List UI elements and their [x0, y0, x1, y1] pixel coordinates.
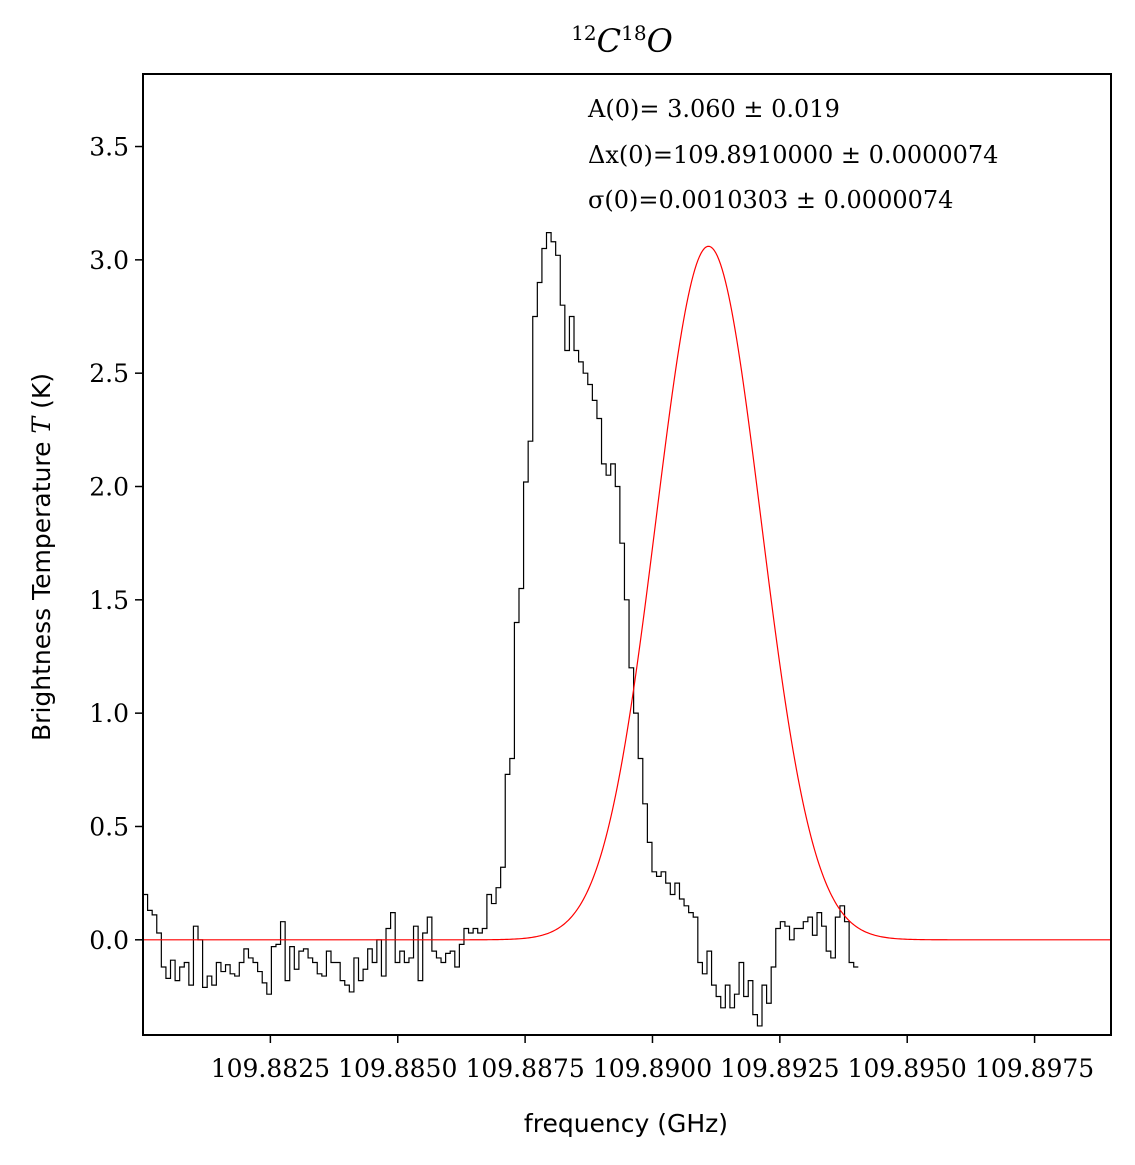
x-tick-label: 109.8850 — [338, 1054, 457, 1083]
x-tick-label: 109.8925 — [720, 1054, 839, 1083]
x-tick-label: 109.8975 — [975, 1054, 1094, 1083]
x-tick-label: 109.8900 — [593, 1054, 712, 1083]
title-isotope-2: 18 — [621, 21, 646, 45]
y-tick-label: 0.5 — [89, 812, 129, 841]
title-element-1: C — [597, 22, 621, 60]
y-tick-label: 2.0 — [89, 473, 129, 502]
y-axis-label-unit: (K) — [27, 373, 56, 417]
axes-frame — [142, 73, 1112, 1036]
gaussian-fit-line — [143, 245, 1111, 941]
y-axis-label: Brightness Temperature T (K) — [27, 373, 56, 741]
title-isotope-1: 12 — [571, 21, 596, 45]
chart-title: 12C18O — [571, 21, 673, 60]
title-element-2: O — [647, 22, 673, 60]
y-tick-label: 1.0 — [89, 699, 129, 728]
y-tick-label: 3.0 — [89, 246, 129, 275]
annotation-sigma: σ(0)=0.0010303 ± 0.0000074 — [588, 186, 953, 214]
annotation-center: Δx(0)=109.8910000 ± 0.0000074 — [588, 141, 998, 169]
x-tick-label: 109.8875 — [465, 1054, 584, 1083]
y-axis-label-text: Brightness Temperature — [27, 434, 56, 741]
y-axis-label-symbol: T — [27, 415, 56, 434]
y-tick-label: 1.5 — [89, 586, 129, 615]
x-tick-label: 109.8825 — [211, 1054, 330, 1083]
axis-ticks: 109.8825 109.8850 109.8875 109.8900 109.8925… — [89, 133, 1094, 1083]
y-tick-label: 3.5 — [89, 133, 129, 162]
plot-area — [142, 73, 1112, 1036]
spectrum-step-line — [143, 232, 859, 1027]
x-axis-label: frequency (GHz) — [524, 1109, 728, 1138]
y-tick-label: 0.0 — [89, 926, 129, 955]
y-tick-label: 2.5 — [89, 359, 129, 388]
annotation-amplitude: A(0)= 3.060 ± 0.019 — [587, 95, 840, 123]
fit-annotations: A(0)= 3.060 ± 0.019 Δx(0)=109.8910000 ± … — [587, 95, 998, 214]
x-tick-label: 109.8950 — [848, 1054, 967, 1083]
